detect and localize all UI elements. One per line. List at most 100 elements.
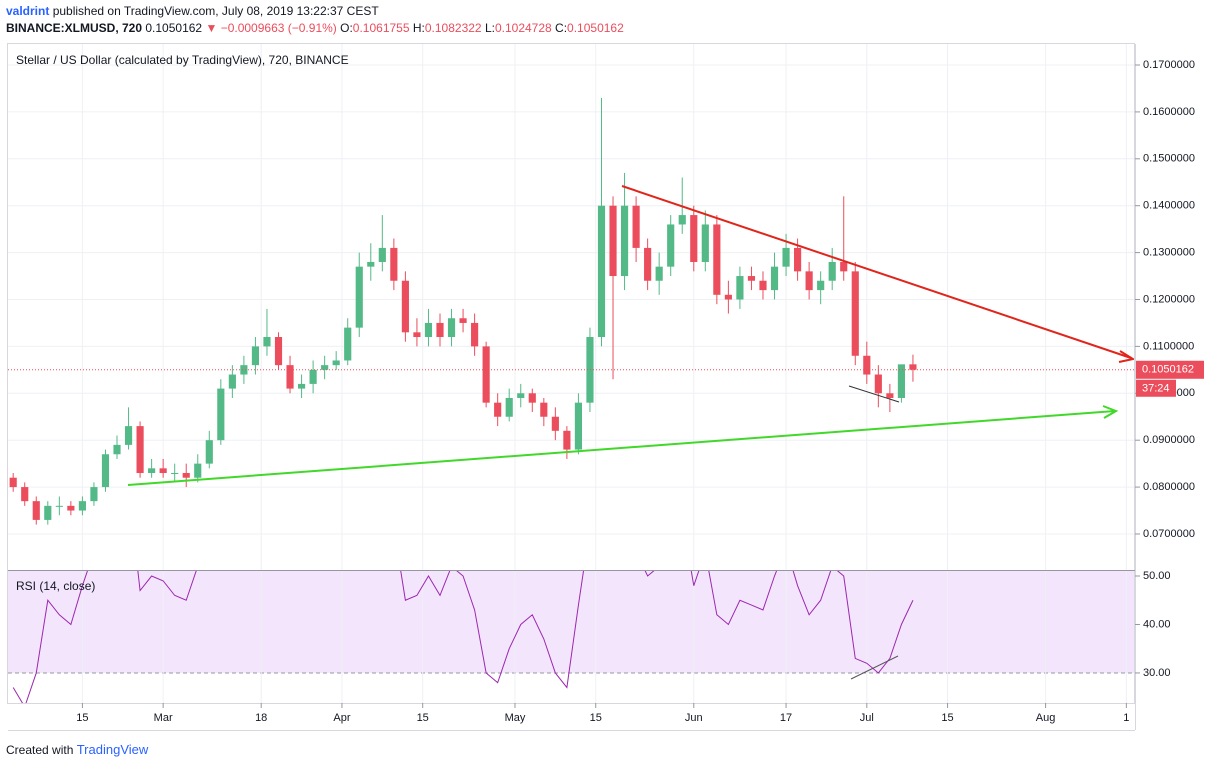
y-tick-label: 0.0800000 — [1143, 481, 1195, 493]
y-tick-label: 40.00 — [1143, 618, 1171, 630]
axes: 15 Mar 18 Apr 15 May 15 Jun 17 Jul 15 Aug 1 0.0700000… — [76, 59, 1204, 724]
x-tick-label: 17 — [780, 712, 792, 724]
x-tick-label: Jul — [860, 712, 874, 724]
candle-body — [482, 346, 490, 403]
x-tick-label: 1 — [1123, 712, 1129, 724]
published: published on TradingView.com, July 08, 2… — [52, 4, 379, 18]
rsi-pane — [12, 571, 914, 703]
high: 0.1082322 — [424, 21, 482, 35]
candle-body — [78, 501, 86, 511]
candle-body — [367, 261, 375, 267]
candle-body — [759, 280, 767, 291]
candle-body — [101, 454, 110, 488]
candle-body — [344, 327, 352, 361]
change: −0.0009663 (−0.91%) — [220, 21, 337, 35]
candle-body — [274, 337, 283, 366]
frame-border — [7, 43, 1135, 704]
candle-body — [736, 276, 744, 300]
price-pane — [8, 97, 1135, 525]
close: 0.1050162 — [567, 21, 624, 35]
footer: Created with TradingView — [6, 742, 148, 757]
candle-body — [413, 332, 421, 338]
chart: Stellar / US Dollar (calculated by Tradi… — [7, 43, 1204, 731]
candle-body — [263, 337, 271, 347]
candle-body — [609, 205, 617, 277]
created: Created with — [6, 743, 74, 757]
candle-body — [863, 355, 871, 375]
candle-body — [21, 487, 29, 502]
candle-body — [32, 501, 40, 520]
candle-body — [124, 426, 133, 445]
candle-body — [724, 294, 732, 300]
candle-body — [90, 487, 98, 502]
arrow-head — [1118, 350, 1136, 363]
brand: TradingView — [76, 742, 149, 757]
candle-body — [551, 416, 559, 431]
y-tick-label: 0.1500000 — [1143, 153, 1195, 165]
x-tick-label: 15 — [941, 712, 953, 724]
candle-body — [194, 463, 202, 478]
rsi-line — [12, 571, 914, 703]
last-price-label: 0.1050162 — [1142, 364, 1194, 376]
y-tick-label: 0.0900000 — [1143, 434, 1195, 446]
candle-body — [528, 393, 536, 403]
candle-body — [44, 505, 52, 520]
candle-body — [240, 365, 248, 375]
candle-body — [701, 224, 709, 262]
candle-body — [620, 205, 629, 277]
candle-body — [148, 468, 156, 474]
candle-body — [805, 271, 813, 291]
candle-body — [321, 365, 329, 370]
countdown: 37:24 — [1142, 383, 1170, 395]
candle-body — [655, 266, 663, 281]
countdown-box — [1136, 379, 1176, 397]
candle-body — [401, 280, 409, 333]
ohlc-line: BINANCE:XLMUSD, 720 0.1050162 ▼ −0.00096… — [6, 20, 624, 37]
y-tick-label: 50.00 — [1143, 570, 1171, 582]
candle-body — [251, 346, 260, 366]
l-label: L: — [484, 21, 495, 35]
publish-line: valdrint published on TradingView.com, J… — [6, 3, 624, 20]
candle-body — [447, 318, 456, 338]
candle-body — [494, 402, 502, 417]
x-tick-label: Jun — [685, 712, 703, 724]
candle-body — [309, 369, 317, 384]
candle-body — [897, 364, 905, 398]
candle-body — [747, 276, 756, 281]
candle-body — [886, 393, 894, 398]
candle-body — [851, 271, 859, 356]
trend-line — [127, 410, 1116, 486]
candle-body — [828, 261, 836, 281]
y-tick-label: 30.00 — [1143, 667, 1171, 679]
o-label: O: — [340, 21, 353, 35]
y-tick-label: 0.1600000 — [1143, 106, 1195, 118]
candle-body — [574, 402, 582, 450]
candle-body — [9, 477, 17, 488]
candle-body — [840, 261, 848, 272]
candle-body — [644, 247, 652, 281]
candle-body — [136, 426, 144, 474]
author: valdrint — [6, 4, 50, 18]
candle-body — [794, 247, 802, 272]
y-tick-label: 0.1700000 — [1143, 59, 1195, 71]
candle-body — [459, 318, 467, 323]
candle-body — [817, 280, 825, 291]
header: valdrint published on TradingView.com, J… — [6, 3, 624, 37]
candle-body — [909, 364, 917, 370]
candle-body — [355, 266, 363, 328]
candle-body — [690, 215, 698, 262]
c-label: C: — [555, 21, 568, 35]
x-tick-label: May — [505, 712, 526, 724]
candle-body — [667, 224, 675, 267]
trend-line — [621, 185, 1132, 359]
last-price-box — [1136, 360, 1204, 379]
x-tick-label: Mar — [154, 712, 173, 724]
candle-body — [159, 468, 167, 474]
x-tick-label: Aug — [1036, 712, 1056, 724]
candle-body — [782, 247, 790, 267]
y-tick-label: 0.1200000 — [1143, 293, 1195, 305]
candle-body — [286, 365, 294, 389]
candle-body — [770, 266, 779, 291]
candle-body — [378, 247, 386, 262]
candle-body — [540, 402, 548, 417]
